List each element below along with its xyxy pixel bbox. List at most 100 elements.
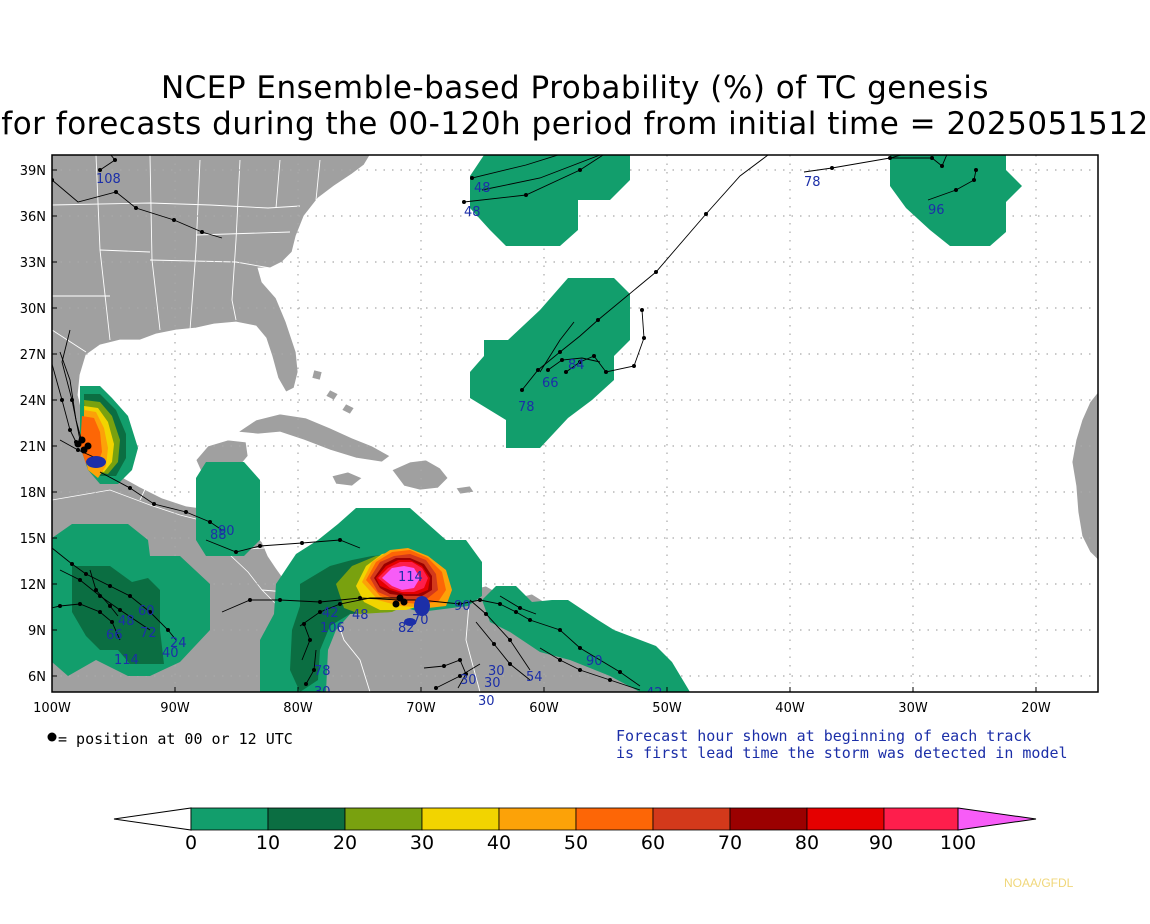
credit-text: NOAA/GFDL — [1004, 876, 1074, 890]
track-12 — [547, 357, 601, 371]
colorbar-segment — [344, 807, 423, 831]
chart-title-line2: for forecasts during the 00-120h period … — [1, 106, 1149, 142]
track-3 — [471, 155, 560, 179]
hour-label: 78 — [804, 175, 821, 190]
lat-tick-label: 18N — [20, 486, 46, 501]
hour-label: 30 — [478, 694, 495, 709]
lon-tick-label: 30W — [898, 701, 928, 716]
track-start-clusters — [86, 456, 430, 626]
land-hispaniola — [391, 459, 449, 491]
axis-ticks — [52, 169, 1037, 692]
colorbar-label: 90 — [868, 832, 894, 854]
colorbar-segment — [806, 807, 885, 831]
lat-tick-label: 27N — [20, 348, 46, 363]
lat-tick-label: 39N — [20, 164, 46, 179]
hour-label: 90 — [454, 599, 471, 614]
map-content: 108 48 48 78 96 84 66 78 90 88 60 48 72 … — [52, 155, 1098, 701]
legend-dot-icon — [47, 732, 57, 742]
state-borders — [52, 155, 321, 341]
hour-label: 82 — [398, 621, 415, 636]
lat-tick-label: 36N — [20, 210, 46, 225]
colorbar-label: 40 — [486, 832, 512, 854]
track-17 — [99, 471, 223, 531]
hour-label: 72 — [140, 626, 157, 641]
track-points — [52, 156, 978, 690]
latitude-labels: 39N 36N 33N 30N 27N 24N 21N 18N 15N 12N … — [20, 164, 46, 685]
hour-label: 30 — [484, 676, 501, 691]
legend-position-text: = position at 00 or 12 UTC — [46, 730, 293, 748]
colorbar-label: 0 — [184, 832, 198, 854]
colorbar-segment — [652, 807, 731, 831]
lat-tick-label: 6N — [28, 670, 46, 685]
land-africa — [1071, 391, 1098, 561]
track-18 — [205, 539, 361, 553]
land-jamaica — [331, 471, 363, 487]
track-8 — [927, 169, 977, 201]
colorbar-label: 80 — [794, 832, 820, 854]
hour-label: 70 — [412, 613, 429, 628]
forecast-hour-labels: 108 48 48 78 96 84 66 78 90 88 60 48 72 … — [96, 172, 945, 701]
legend-dot-label: = position at 00 or 12 UTC — [58, 730, 293, 748]
hour-label: 106 — [320, 621, 345, 636]
lon-tick-label: 40W — [775, 701, 805, 716]
colorbar-segment — [729, 807, 808, 831]
map-frame — [51, 154, 1099, 693]
colorbar-label: 30 — [409, 832, 435, 854]
hour-label: 30 — [460, 673, 477, 688]
colorbar-label: 60 — [640, 832, 666, 854]
track-9 — [890, 155, 948, 167]
hour-label: 24 — [170, 636, 187, 651]
land-cuba — [236, 413, 391, 463]
hour-label: 48 — [464, 205, 481, 220]
hour-label: 108 — [96, 172, 121, 187]
lat-tick-label: 12N — [20, 578, 46, 593]
prob-region-guiana-coast — [482, 586, 690, 692]
hour-label: 30 — [314, 685, 331, 700]
hour-label: 114 — [114, 653, 139, 668]
prob-region-north-atlantic-west — [470, 155, 630, 246]
hour-label: 96 — [928, 203, 945, 218]
hour-label: 88 — [210, 528, 227, 543]
track-27 — [419, 599, 641, 687]
colorbar-segment — [575, 807, 654, 831]
prob-region-central-atlantic — [470, 278, 630, 448]
lon-tick-label: 50W — [652, 701, 682, 716]
colorbar-segment — [190, 807, 269, 831]
lon-tick-label: 80W — [283, 701, 313, 716]
lat-tick-label: 30N — [20, 302, 46, 317]
longitude-labels: 100W 90W 80W 70W 60W 50W 40W 30W 20W — [33, 701, 1051, 716]
lat-tick-label: 9N — [28, 624, 46, 639]
hour-label: 48 — [474, 181, 491, 196]
hour-label: 48 — [118, 614, 135, 629]
track-19 — [52, 547, 177, 641]
colorbar-segment — [498, 807, 577, 831]
track-21 — [52, 603, 121, 641]
hour-label: 66 — [542, 376, 559, 391]
lon-tick-label: 70W — [406, 701, 436, 716]
lat-tick-label: 15N — [20, 532, 46, 547]
colorbar-label: 100 — [939, 832, 977, 854]
hour-label: 42 — [646, 686, 663, 701]
hour-label: 60 — [138, 604, 155, 619]
colorbar-label: 20 — [332, 832, 358, 854]
prob-region-north-atlantic-east — [890, 155, 1022, 246]
colorbar-segment — [421, 807, 500, 831]
forecast-hour-note-line1: Forecast hour shown at beginning of each… — [616, 727, 1032, 745]
hour-label: 90 — [586, 654, 603, 669]
hour-label: 54 — [526, 670, 543, 685]
forecast-hour-note-line2: is first lead time the storm was detecte… — [616, 744, 1068, 762]
hour-label: 30 — [488, 664, 505, 679]
colorbar-low-arrow — [113, 807, 192, 831]
colorbar-label: 70 — [717, 832, 743, 854]
track-29 — [475, 621, 531, 681]
prob-region-caribbean-magenta — [382, 566, 420, 590]
track-28 — [469, 599, 531, 671]
prob-region-gulf-redorange — [80, 416, 102, 468]
colorbar-label: 50 — [563, 832, 589, 854]
hour-label: 66 — [106, 628, 123, 643]
hour-label: 90 — [218, 524, 235, 539]
lat-tick-label: 33N — [20, 256, 46, 271]
colorbar-label: 10 — [255, 832, 281, 854]
colorbar-segment — [267, 807, 346, 831]
